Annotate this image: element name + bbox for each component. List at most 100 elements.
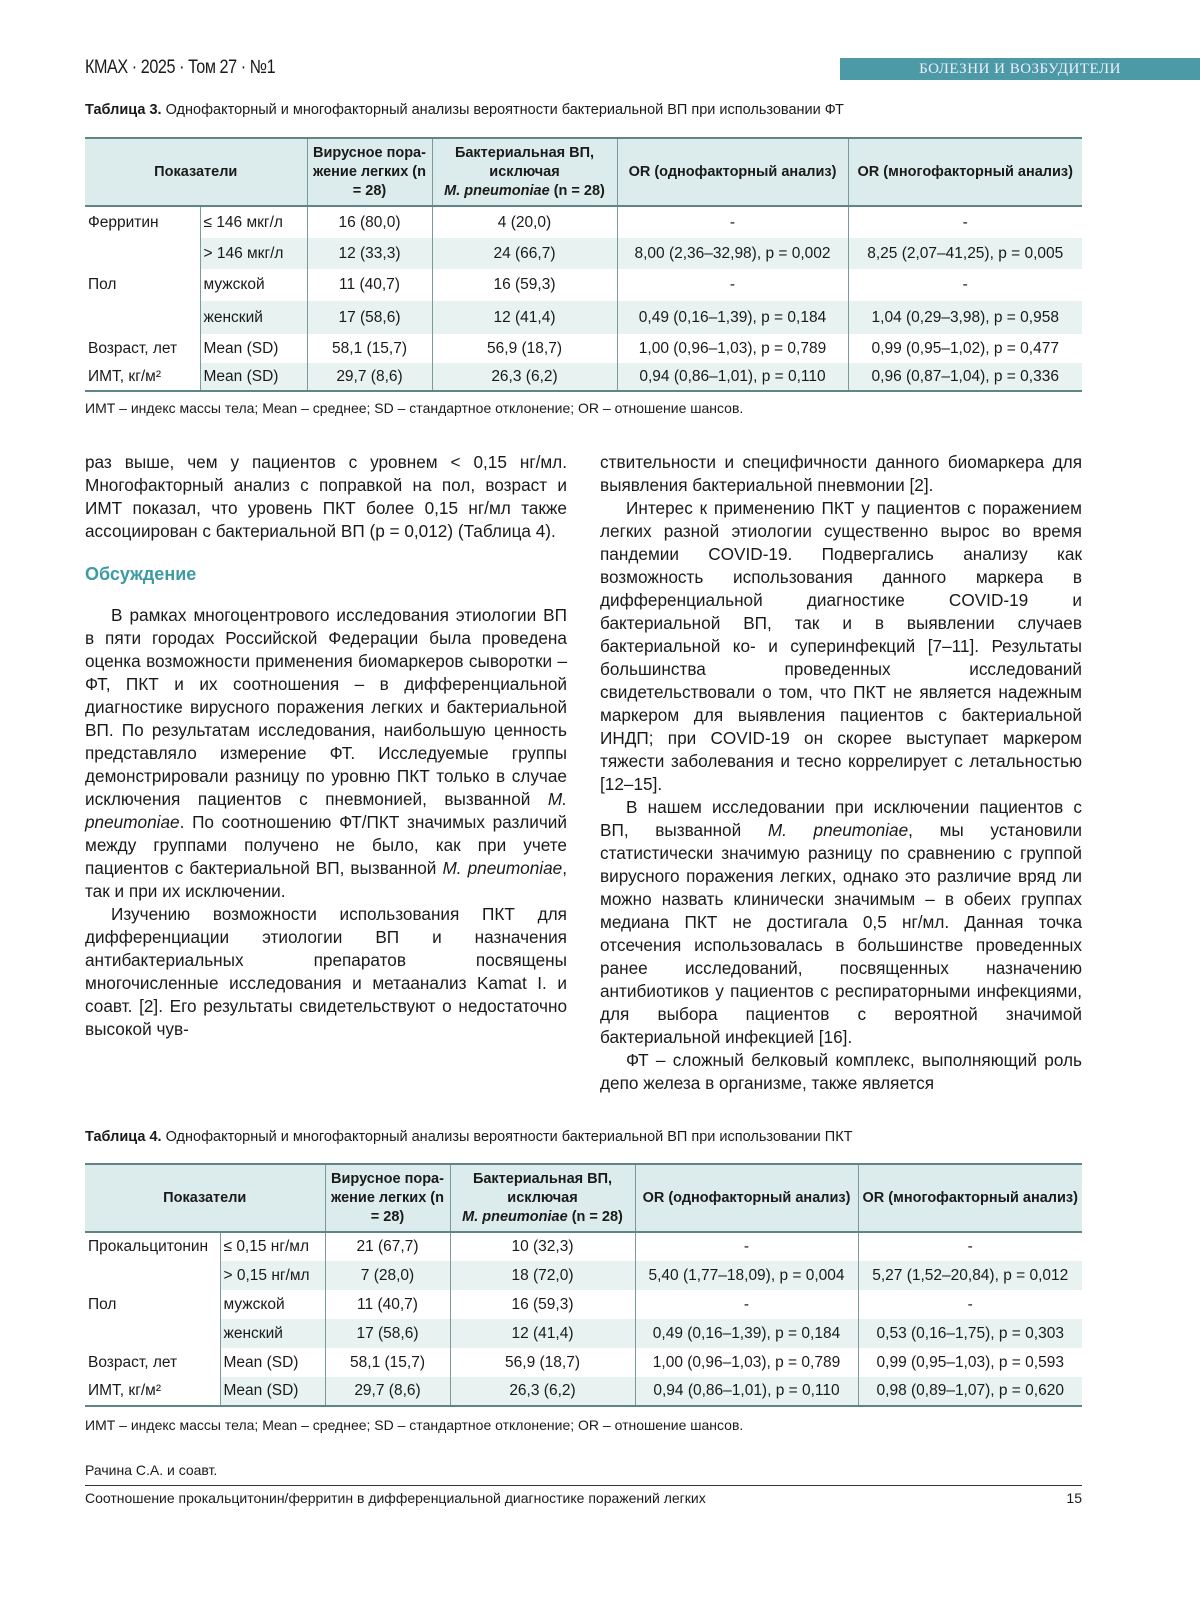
table-cell [85,238,200,269]
header-or-multi: OR (многофакторный анализ) [848,138,1082,206]
header-or-uni: OR (однофакторный анализ) [635,1164,858,1232]
table-cell: 0,49 (0,16–1,39), p = 0,184 [617,301,848,334]
table-row: Ферритин≤ 146 мкг/л16 (80,0)4 (20,0)-- [85,206,1082,238]
caption-label: Таблица 4. [85,1129,162,1145]
table-cell: 17 (58,6) [307,301,432,334]
table-cell: 0,49 (0,16–1,39), p = 0,184 [635,1319,858,1348]
table-row: ИМТ, кг/м²Mean (SD)29,7 (8,6)26,3 (6,2)0… [85,363,1082,391]
table3-note: ИМТ – индекс массы тела; Mean – среднее;… [85,400,743,416]
paragraph: ствительности и специфичности данного би… [600,451,1082,497]
table-cell: - [617,269,848,301]
header-species: M. pneumoniae [444,183,550,199]
table-cell: мужской [200,269,307,301]
header-species: M. pneumoniae [462,1209,568,1225]
footer-authors: Рачина С.А. и соавт. [85,1462,217,1478]
header-indicators: Показатели [85,1164,325,1232]
table-cell: Прокальцитонин [85,1232,220,1261]
section-heading: Обсуждение [85,563,567,586]
table-cell: Возраст, лет [85,1348,220,1377]
table-row: ИМТ, кг/м²Mean (SD)29,7 (8,6)26,3 (6,2)0… [85,1377,1082,1406]
table-cell: 16 (80,0) [307,206,432,238]
table-cell: 0,53 (0,16–1,75), p = 0,303 [858,1319,1082,1348]
table-row: Прокальцитонин≤ 0,15 нг/мл21 (67,7)10 (3… [85,1232,1082,1261]
table3-caption: Таблица 3. Однофакторный и многофакторны… [85,102,844,118]
table-cell: 0,99 (0,95–1,03), p = 0,593 [858,1348,1082,1377]
header-text: Бактериальная ВП, исключая [473,1171,612,1206]
table-cell: Ферритин [85,206,200,238]
table-cell: - [635,1232,858,1261]
table-cell: 24 (66,7) [432,238,617,269]
table-cell: 5,40 (1,77–18,09), p = 0,004 [635,1261,858,1290]
header-or-uni: OR (однофакторный анализ) [617,138,848,206]
header-viral: Вирусное пора-жение легких (n = 28) [325,1164,450,1232]
table-cell: 1,00 (0,96–1,03), p = 0,789 [635,1348,858,1377]
table-cell: 21 (67,7) [325,1232,450,1261]
footer-divider [85,1485,1082,1486]
table-cell: 1,00 (0,96–1,03), p = 0,789 [617,334,848,363]
table-cell: Пол [85,269,200,301]
caption-text: Однофакторный и многофакторный анализы в… [162,1129,853,1145]
table-row: Возраст, летMean (SD)58,1 (15,7)56,9 (18… [85,1348,1082,1377]
table-cell: Mean (SD) [200,334,307,363]
table-cell: 58,1 (15,7) [325,1348,450,1377]
caption-text: Однофакторный и многофакторный анализы в… [162,102,844,118]
table-cell: ≤ 146 мкг/л [200,206,307,238]
table-4: Показатели Вирусное пора-жение легких (n… [85,1163,1082,1407]
table-row: Полмужской11 (40,7)16 (59,3)-- [85,269,1082,301]
table-cell: - [858,1232,1082,1261]
header-bacterial: Бактериальная ВП, исключаяM. pneumoniae … [450,1164,635,1232]
table-cell: Пол [85,1290,220,1319]
table-cell: 0,94 (0,86–1,01), p = 0,110 [617,363,848,391]
header-indicators: Показатели [85,138,307,206]
table-cell: ИМТ, кг/м² [85,363,200,391]
table-row: Полмужской11 (40,7)16 (59,3)-- [85,1290,1082,1319]
header-viral: Вирусное пора-жение легких (n = 28) [307,138,432,206]
table-cell: женский [200,301,307,334]
table-cell: 8,25 (2,07–41,25), p = 0,005 [848,238,1082,269]
table-cell: 56,9 (18,7) [432,334,617,363]
caption-label: Таблица 3. [85,102,162,118]
table-cell: 11 (40,7) [307,269,432,301]
table-cell: 26,3 (6,2) [450,1377,635,1406]
table-cell: 26,3 (6,2) [432,363,617,391]
header-n: (n = 28) [554,183,605,199]
table-cell [85,1319,220,1348]
table-cell: - [617,206,848,238]
table-cell: женский [220,1319,325,1348]
section-banner: БОЛЕЗНИ И ВОЗБУДИТЕЛИ [840,58,1200,80]
journal-header: КМАХ · 2025 · Том 27 · №1 [85,57,275,79]
table-cell: - [635,1290,858,1319]
table-cell: - [848,269,1082,301]
header-bacterial: Бактериальная ВП, исключаяM. pneumoniae … [432,138,617,206]
table-cell: 16 (59,3) [450,1290,635,1319]
paragraph: В рамках многоцентрового исследования эт… [85,604,567,903]
table-cell: - [848,206,1082,238]
table-cell: 12 (41,4) [450,1319,635,1348]
table-cell: Mean (SD) [220,1348,325,1377]
table-cell: 0,96 (0,87–1,04), p = 0,336 [848,363,1082,391]
table-3: Показатели Вирусное пора-жение легких (n… [85,137,1082,392]
table-cell: Возраст, лет [85,334,200,363]
table-cell: 29,7 (8,6) [307,363,432,391]
table-cell: 5,27 (1,52–20,84), p = 0,012 [858,1261,1082,1290]
table-cell [85,301,200,334]
left-column: раз выше, чем у пациентов с уровнем < 0,… [85,451,567,1041]
table-cell: ≤ 0,15 нг/мл [220,1232,325,1261]
table-cell: мужской [220,1290,325,1319]
table-cell: 8,00 (2,36–32,98), p = 0,002 [617,238,848,269]
table-cell: 18 (72,0) [450,1261,635,1290]
table-cell: - [858,1290,1082,1319]
table-row: женский17 (58,6)12 (41,4)0,49 (0,16–1,39… [85,301,1082,334]
header-text: Бактериальная ВП, исключая [455,145,594,180]
table-cell: 58,1 (15,7) [307,334,432,363]
table-row: > 146 мкг/л12 (33,3)24 (66,7)8,00 (2,36–… [85,238,1082,269]
table-cell: 4 (20,0) [432,206,617,238]
footer-title: Соотношение прокальцитонин/ферритин в ди… [85,1490,706,1506]
table-cell: 12 (33,3) [307,238,432,269]
header-n: (n = 28) [572,1209,623,1225]
table-cell: 0,94 (0,86–1,01), p = 0,110 [635,1377,858,1406]
paragraph: Изучению возможности использования ПКТ д… [85,903,567,1041]
table-cell: Mean (SD) [200,363,307,391]
table-cell: 7 (28,0) [325,1261,450,1290]
table-cell: 29,7 (8,6) [325,1377,450,1406]
